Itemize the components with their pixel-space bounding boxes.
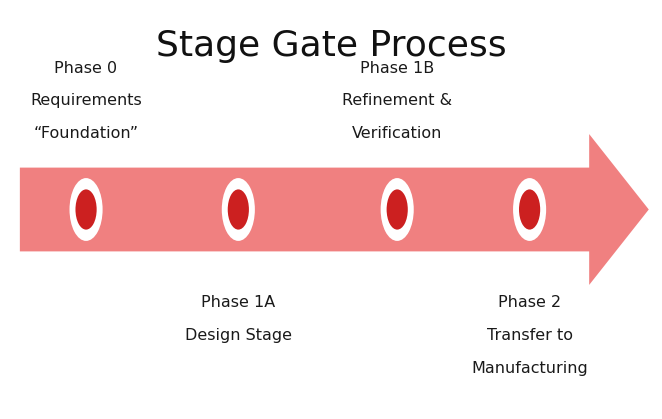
Text: Transfer to: Transfer to xyxy=(487,328,573,343)
Text: Refinement &: Refinement & xyxy=(342,93,452,109)
Text: Stage Gate Process: Stage Gate Process xyxy=(156,29,506,63)
Ellipse shape xyxy=(75,189,97,230)
Ellipse shape xyxy=(519,189,540,230)
Text: Phase 0: Phase 0 xyxy=(54,61,118,76)
Ellipse shape xyxy=(513,178,546,241)
Ellipse shape xyxy=(387,189,408,230)
Text: Design Stage: Design Stage xyxy=(185,328,292,343)
Text: “Foundation”: “Foundation” xyxy=(34,126,138,141)
Text: Phase 1B: Phase 1B xyxy=(360,61,434,76)
Text: Requirements: Requirements xyxy=(30,93,142,109)
Ellipse shape xyxy=(70,178,103,241)
Ellipse shape xyxy=(222,178,255,241)
Text: Phase 2: Phase 2 xyxy=(498,295,561,310)
Text: Verification: Verification xyxy=(352,126,442,141)
Ellipse shape xyxy=(228,189,249,230)
Text: Phase 1A: Phase 1A xyxy=(201,295,275,310)
Polygon shape xyxy=(20,134,649,285)
Ellipse shape xyxy=(381,178,414,241)
Text: Manufacturing: Manufacturing xyxy=(471,361,588,376)
